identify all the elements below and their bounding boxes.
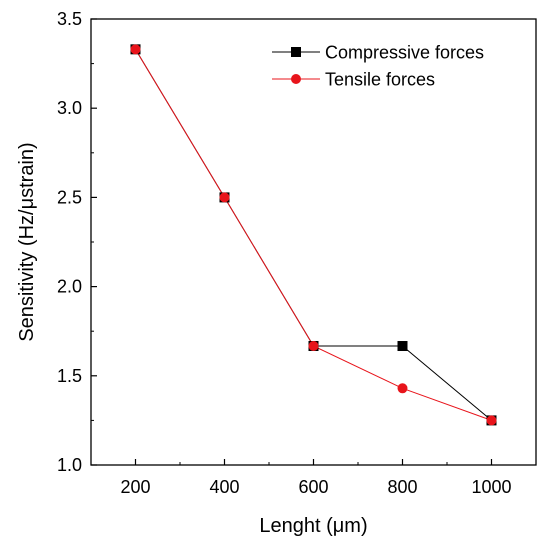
x-tick-label: 200 <box>120 477 150 497</box>
y-tick-label: 2.5 <box>57 187 82 207</box>
legend-label-compressive: Compressive forces <box>325 43 484 63</box>
y-tick-label: 2.0 <box>57 277 82 297</box>
series-line-compressive <box>135 49 492 421</box>
data-point-compressive <box>397 341 408 352</box>
data-point-tensile <box>219 192 230 203</box>
y-tick-label: 1.5 <box>57 366 82 386</box>
data-point-tensile <box>130 44 141 55</box>
data-point-tensile <box>397 383 408 394</box>
legend-marker-compressive <box>291 47 301 57</box>
legend-marker-tensile <box>291 74 301 84</box>
legend: Compressive forces Tensile forces <box>272 43 484 90</box>
y-axis-title: Sensitivity (Hz/μstrain) <box>16 142 38 341</box>
x-tick-label: 800 <box>387 477 417 497</box>
x-tick-label: 1000 <box>471 477 511 497</box>
y-tick-label: 3.0 <box>57 98 82 118</box>
series-line-tensile <box>135 49 492 421</box>
x-tick-label: 600 <box>298 477 328 497</box>
y-tick-label: 1.0 <box>57 455 82 475</box>
legend-label-tensile: Tensile forces <box>325 70 435 90</box>
series-layer <box>130 44 497 426</box>
x-axis-ticks: 200 400 600 800 1000 <box>90 459 537 497</box>
data-point-tensile <box>486 415 497 426</box>
y-tick-label: 3.5 <box>57 9 82 29</box>
y-axis-ticks: 1.0 1.5 2.0 2.5 3.0 3.5 <box>57 9 97 475</box>
data-point-tensile <box>308 341 319 352</box>
x-tick-label: 400 <box>209 477 239 497</box>
x-axis-title: Lenght (μm) <box>259 515 367 537</box>
